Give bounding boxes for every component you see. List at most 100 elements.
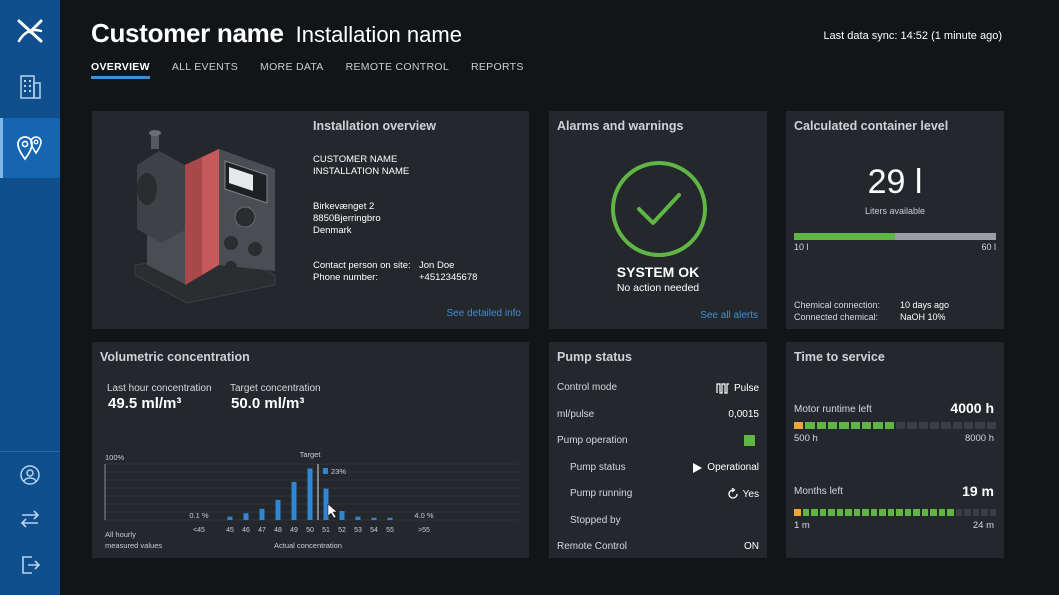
container-level-title: Calculated container level (794, 119, 949, 133)
pump-status-row-label: Pump operation (557, 435, 628, 446)
bar-segment (879, 509, 886, 516)
bar-segment (850, 422, 860, 429)
system-status: SYSTEM OK (616, 264, 700, 280)
chart-tick-label: 54 (370, 527, 378, 534)
logo-icon[interactable] (0, 2, 60, 60)
bar-segment (913, 509, 920, 516)
chemical-info: Chemical connection: 10 days ago Connecte… (794, 299, 949, 323)
pump-status-row-label: Pump running (570, 488, 633, 499)
info-installation: INSTALLATION NAME (313, 166, 410, 177)
map-pin-icon[interactable] (0, 118, 60, 178)
container-level-fill (794, 233, 895, 240)
tab-remote-control[interactable]: REMOTE CONTROL (345, 61, 449, 73)
chart-bar (275, 499, 281, 520)
chart-tick-label: <45 (193, 527, 205, 534)
chart-tick-label: 53 (354, 527, 362, 534)
months-left-value: 19 m (962, 483, 994, 499)
pump-status-row: Pump running Yes (557, 488, 759, 502)
chart-bar (323, 488, 329, 520)
bar-segment (972, 509, 979, 516)
chart-note-line1: All hourly (105, 530, 136, 539)
installation-name: Installation name (295, 22, 462, 47)
bar-segment (964, 422, 974, 429)
pump-status-value-text: Pulse (733, 382, 759, 394)
months-left-bar (794, 509, 996, 516)
see-detailed-info-link[interactable]: See detailed info (446, 308, 521, 319)
chart-tick-label: 49 (290, 527, 298, 534)
chart-y-top-label: 100% (105, 453, 125, 462)
installation-overview-title: Installation overview (313, 119, 436, 133)
pump-status-row: Control mode Pulse (557, 382, 759, 396)
last-hour-label: Last hour concentration (107, 383, 212, 394)
bar-segment (941, 422, 951, 429)
chart-right-pct-label: 4.0 % (414, 511, 434, 520)
address-line: Denmark (313, 225, 352, 236)
container-max-label: 60 l (981, 242, 996, 252)
chart-bar (291, 481, 297, 520)
bar-segment (907, 422, 917, 429)
bar-segment (955, 509, 962, 516)
chart-highlight-label: 23% (331, 467, 346, 476)
container-value: 29 l (867, 163, 923, 201)
chart-target-label: Target (300, 450, 322, 459)
pump-status-value-text: Operational (707, 462, 759, 473)
phone-value: +4512345678 (419, 272, 478, 283)
chart-tick-label: 50 (306, 527, 314, 534)
bar-segment (819, 509, 826, 516)
conn-chem-value: NaOH 10% (900, 312, 946, 322)
bar-segment (918, 422, 928, 429)
service-card: Time to service Motor runtime left 4000 … (786, 342, 1004, 558)
bar-segment (862, 422, 872, 429)
pump-status-row-value: 0,0015 (728, 409, 759, 420)
check-circle-icon (611, 161, 707, 257)
last-hour-value: 49.5 ml/m³ (108, 395, 182, 412)
service-title: Time to service (794, 350, 885, 364)
pump-status-value-text: Yes (742, 488, 759, 500)
pump-status-row-value: ON (744, 541, 759, 552)
chart-highlight-swatch (323, 468, 328, 474)
bar-segment (873, 422, 883, 429)
customer-name: Customer name (91, 18, 284, 48)
bar-segment (828, 509, 835, 516)
see-all-alerts-link[interactable]: See all alerts (700, 310, 758, 321)
transfer-icon[interactable] (0, 490, 60, 548)
pump-status-row: Stopped by (557, 515, 759, 529)
bar-segment (845, 509, 852, 516)
chart-left-pct-label: 0.1 % (189, 511, 209, 520)
pump-status-row-value (744, 435, 759, 446)
status-indicator-icon (744, 435, 755, 446)
user-icon[interactable] (0, 446, 60, 504)
chart-bar (227, 516, 233, 520)
bar-segment (794, 422, 804, 429)
bar-segment (947, 509, 954, 516)
target-value: 50.0 ml/m³ (231, 395, 305, 412)
tab-overview[interactable]: OVERVIEW (91, 61, 150, 79)
building-icon[interactable] (0, 58, 60, 116)
volumetric-card: Volumetric concentration Last hour conce… (92, 342, 529, 558)
chart-bar (259, 508, 265, 520)
bar-segment (938, 509, 945, 516)
pump-status-row-label: Stopped by (570, 514, 621, 526)
pump-status-row: ml/pulse 0,0015 (557, 409, 759, 423)
pump-status-row-value: Yes (727, 488, 759, 500)
bar-segment (952, 422, 962, 429)
pump-status-value-text: 0,0015 (728, 408, 759, 420)
installation-overview-card: Installation overview CUSTOMER NAME INST… (92, 111, 529, 329)
tab-more-data[interactable]: MORE DATA (260, 61, 324, 73)
contact-label: Contact person on site: (313, 260, 411, 271)
bar-segment (887, 509, 894, 516)
bar-segment (981, 509, 988, 516)
target-label: Target concentration (230, 383, 321, 394)
logout-icon[interactable] (0, 536, 60, 594)
bar-segment (930, 422, 940, 429)
phone-label: Phone number: (313, 272, 378, 283)
alarms-title: Alarms and warnings (557, 119, 684, 133)
motor-runtime-label: Motor runtime left (794, 404, 872, 415)
tab-all-events[interactable]: ALL EVENTS (171, 61, 239, 73)
chem-conn-label: Chemical connection: (794, 300, 881, 310)
page-title: Customer name Installation name (91, 18, 462, 49)
pump-status-row: Remote Control ON (557, 541, 759, 555)
tab-reports[interactable]: REPORTS (470, 61, 524, 73)
chart-bar (387, 517, 393, 520)
concentration-chart: 100% All hourly measured values Actual conc… (104, 450, 518, 550)
